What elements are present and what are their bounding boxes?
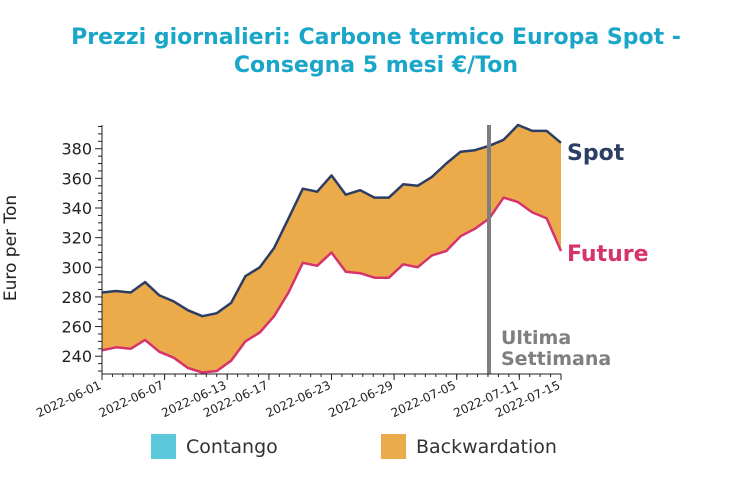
x-tick-label: 2022-06-01 (34, 378, 103, 420)
chart-title-line-1: Prezzi giornalieri: Carbone termico Euro… (71, 25, 681, 50)
legend-swatch-contango (151, 434, 176, 459)
y-tick-label: 260 (61, 318, 92, 337)
x-tick-label: 2022-06-29 (326, 378, 395, 420)
chart-title: Prezzi giornalieri: Carbone termico Euro… (0, 24, 752, 80)
y-tick-label: 320 (61, 229, 92, 248)
backwardation-area (102, 125, 561, 373)
legend-label-contango: Contango (186, 436, 278, 458)
y-tick-label: 340 (61, 199, 92, 218)
legend-label-backwardation: Backwardation (416, 436, 557, 458)
y-axis-label: Euro per Ton (1, 195, 21, 301)
y-tick-label: 300 (61, 258, 92, 277)
chart-title-line-2: Consegna 5 mesi €/Ton (233, 53, 519, 78)
y-tick-label: 360 (61, 169, 92, 188)
x-tick-label: 2022-06-23 (264, 378, 333, 420)
y-tick-label: 280 (61, 288, 92, 307)
annotation-text: Ultima (501, 327, 571, 349)
series-line-spot (101, 123, 562, 318)
series-label-spot: Spot (567, 141, 625, 166)
legend-swatch-backwardation (381, 434, 406, 459)
series-line-future (101, 196, 563, 374)
y-tick-label: 380 (61, 140, 92, 159)
y-tick-label: 240 (61, 347, 92, 366)
x-tick-label: 2022-06-07 (97, 378, 166, 420)
annotation-text: Settimana (501, 348, 611, 370)
x-tick-label: 2022-07-05 (389, 378, 458, 420)
series-label-future: Future (567, 242, 649, 267)
